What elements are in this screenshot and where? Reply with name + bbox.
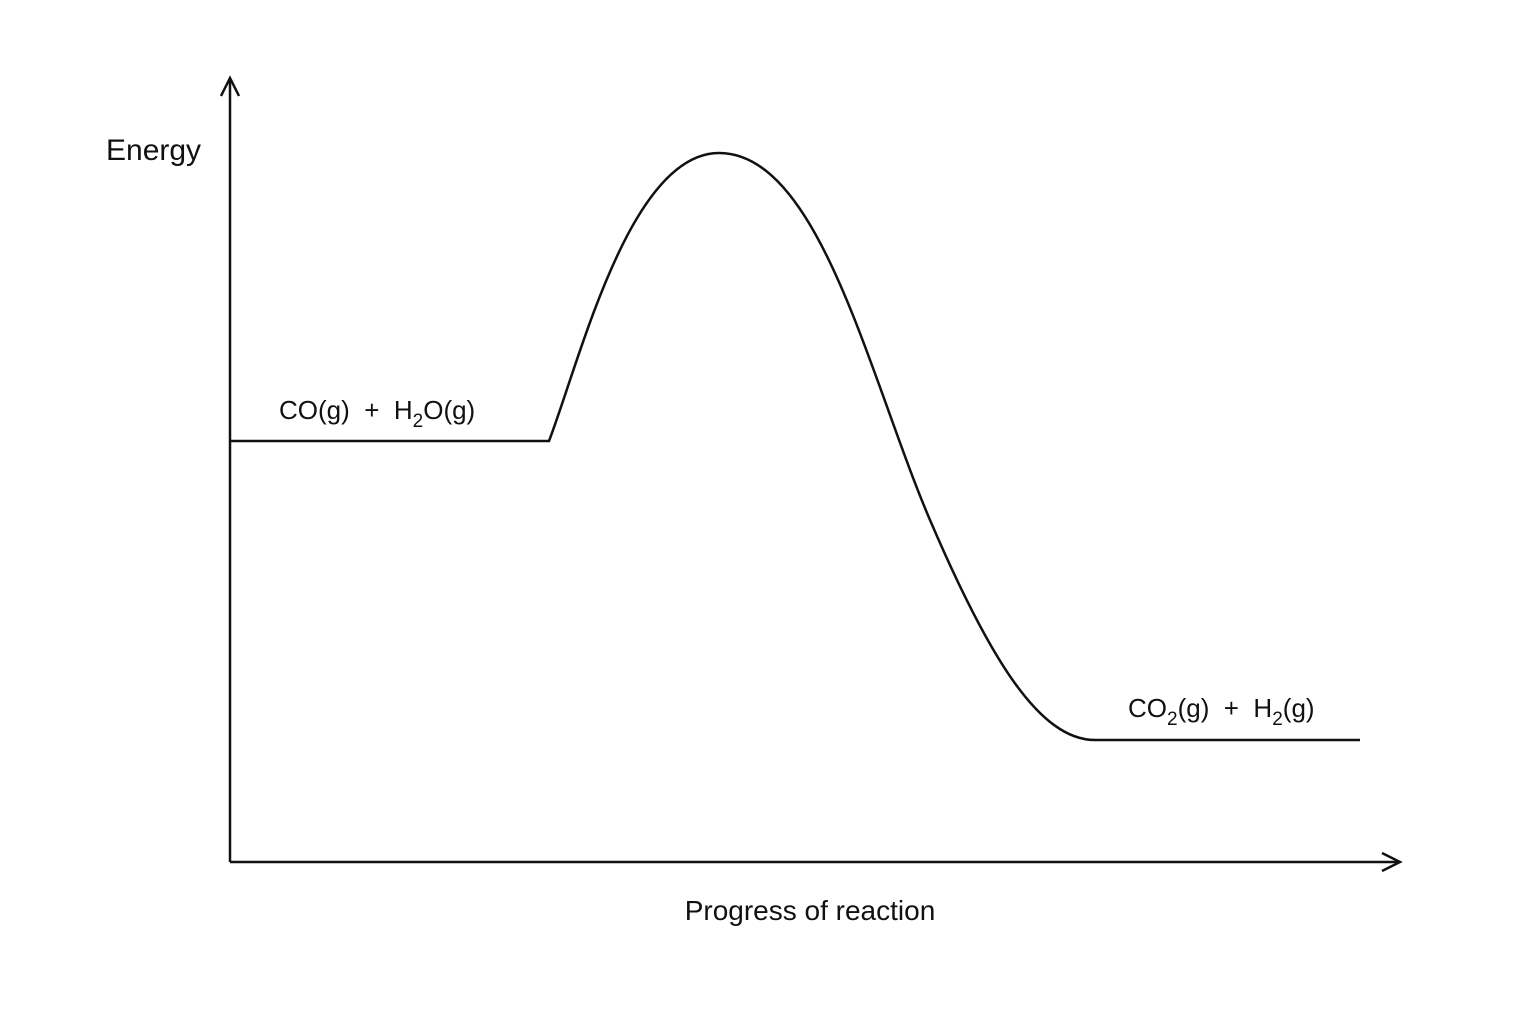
text: (g) + H <box>1178 693 1273 723</box>
subscript: 2 <box>413 411 424 432</box>
text: (g) <box>1283 693 1315 723</box>
x-axis-label: Progress of reaction <box>685 895 936 926</box>
text: CO(g) + H <box>279 395 413 425</box>
reactants-label: CO(g) + H2O(g) <box>279 395 475 432</box>
x-arrowhead <box>1381 851 1403 873</box>
text: O(g) <box>423 395 475 425</box>
products-label: CO2(g) + H2(g) <box>1128 693 1315 730</box>
subscript: 2 <box>1272 709 1283 730</box>
text: CO <box>1128 693 1167 723</box>
axes <box>219 75 1403 873</box>
y-arrowhead <box>219 75 241 97</box>
y-axis-label: Energy <box>106 134 201 167</box>
subscript: 2 <box>1167 709 1178 730</box>
energy-curve <box>230 151 1360 742</box>
